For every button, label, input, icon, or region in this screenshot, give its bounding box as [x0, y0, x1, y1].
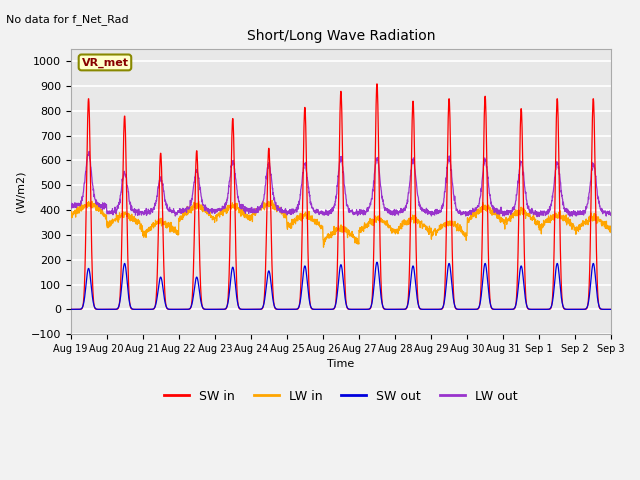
SW in [499, 306, 506, 312]
Line: SW out: SW out [70, 262, 611, 309]
Y-axis label: (W/m2): (W/m2) [15, 171, 25, 212]
Line: SW in: SW in [70, 84, 611, 309]
LW in [499, 217, 506, 223]
LW out [533, 214, 541, 219]
LW in [357, 229, 365, 235]
SW in [369, 292, 376, 298]
LW in [268, 198, 276, 204]
LW in [319, 244, 327, 250]
LW out [85, 148, 93, 154]
LW out [607, 211, 615, 216]
SW out [607, 306, 615, 312]
SW out [139, 306, 147, 312]
LW in [560, 218, 568, 224]
Line: LW in: LW in [70, 201, 611, 247]
LW in [575, 223, 583, 229]
X-axis label: Time: Time [327, 360, 355, 370]
Legend: SW in, LW in, SW out, LW out: SW in, LW in, SW out, LW out [159, 385, 522, 408]
LW in [67, 210, 74, 216]
Text: No data for f_Net_Rad: No data for f_Net_Rad [6, 14, 129, 25]
SW in [356, 306, 364, 312]
SW out [369, 298, 376, 304]
SW in [607, 306, 615, 312]
LW in [369, 217, 376, 223]
LW out [575, 212, 583, 217]
SW out [373, 259, 381, 265]
SW out [575, 306, 583, 312]
SW in [373, 81, 381, 87]
LW in [607, 225, 615, 231]
Text: VR_met: VR_met [81, 57, 129, 68]
SW in [139, 306, 147, 312]
SW out [499, 306, 506, 312]
LW out [218, 206, 225, 212]
SW out [218, 306, 225, 312]
Title: Short/Long Wave Radiation: Short/Long Wave Radiation [246, 29, 435, 43]
SW out [356, 306, 364, 312]
SW in [218, 306, 225, 312]
SW in [67, 306, 74, 312]
SW out [560, 305, 568, 311]
SW out [67, 306, 74, 312]
LW out [498, 211, 506, 216]
Line: LW out: LW out [70, 151, 611, 216]
LW out [560, 204, 568, 209]
LW out [356, 210, 364, 216]
SW in [575, 306, 583, 312]
SW in [560, 306, 568, 312]
LW out [369, 191, 376, 196]
LW in [218, 212, 225, 217]
LW out [67, 200, 74, 205]
